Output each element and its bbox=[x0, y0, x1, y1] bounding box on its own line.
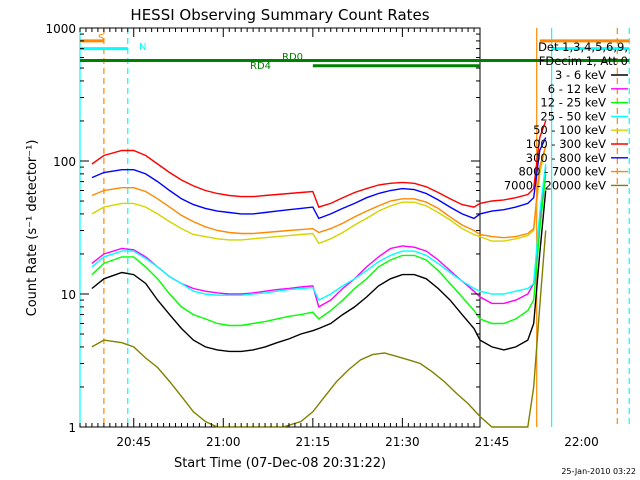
series-line-1 bbox=[91, 167, 547, 308]
series-line-6 bbox=[91, 137, 547, 220]
x-tick-label: 21:00 bbox=[206, 435, 241, 449]
legend-entry-label: 50 - 100 keV bbox=[533, 123, 606, 137]
x-tick-label: 20:45 bbox=[116, 435, 151, 449]
legend-entry-label: 3 - 6 keV bbox=[555, 68, 606, 82]
footer-timestamp: 25-Jan-2010 03:22 bbox=[561, 467, 636, 476]
series-line-0 bbox=[91, 190, 547, 353]
x-tick-label: 21:45 bbox=[475, 435, 510, 449]
legend-entry-label: 25 - 50 keV bbox=[540, 109, 606, 123]
y-tick-label: 1000 bbox=[45, 22, 76, 36]
y-tick-label: 1 bbox=[68, 421, 76, 435]
series-line-7 bbox=[91, 145, 547, 239]
legend-entry-label: 800 - 7000 keV bbox=[518, 165, 606, 179]
series-layer bbox=[91, 120, 547, 428]
legend-header-line-2: FDecim 1, Att 0 bbox=[539, 54, 628, 68]
plot-area bbox=[79, 27, 481, 428]
series-line-8 bbox=[91, 230, 547, 428]
legend-header-line-1: Det 1,3,4,5,6,9, bbox=[538, 40, 628, 54]
legend: Det 1,3,4,5,6,9, FDecim 1, Att 0 3 - 6 k… bbox=[504, 40, 628, 192]
chart-title: HESSI Observing Summary Count Rates bbox=[130, 6, 429, 24]
annotation-layer: S N RD0 RD4 bbox=[79, 28, 630, 427]
legend-entry-label: 7000 - 20000 keV bbox=[504, 178, 606, 192]
status-bar-label-n: N bbox=[139, 42, 146, 53]
x-axis-label: Start Time (07-Dec-08 20:31:22) bbox=[174, 456, 386, 471]
legend-entry-label: 300 - 800 keV bbox=[526, 151, 606, 165]
x-tick-label: 21:15 bbox=[296, 435, 331, 449]
y-tick-label: 10 bbox=[61, 288, 76, 302]
series-line-2 bbox=[91, 173, 547, 327]
legend-entry-label: 100 - 300 keV bbox=[526, 137, 606, 151]
y-axis-label: Count Rate (s⁻¹ detector⁻¹) bbox=[25, 140, 40, 317]
legend-entry-label: 6 - 12 keV bbox=[548, 82, 606, 96]
legend-entry-label: 12 - 25 keV bbox=[540, 96, 606, 110]
axis-layer: 1 10 100 1000 20:45 21:00 21:15 21:30 21:45 22:00 bbox=[45, 22, 598, 449]
series-line-4 bbox=[91, 145, 547, 245]
y-tick-label: 100 bbox=[53, 155, 76, 169]
x-tick-label: 22:00 bbox=[564, 435, 599, 449]
series-line-5 bbox=[91, 120, 547, 208]
x-tick-label: 21:30 bbox=[385, 435, 420, 449]
status-bar-label-rd4: RD4 bbox=[250, 61, 271, 72]
status-bar-label-rd0: RD0 bbox=[282, 52, 303, 63]
plot-frame bbox=[79, 27, 481, 428]
status-bar-label-s: S bbox=[98, 33, 104, 44]
series-line-3 bbox=[91, 163, 547, 302]
